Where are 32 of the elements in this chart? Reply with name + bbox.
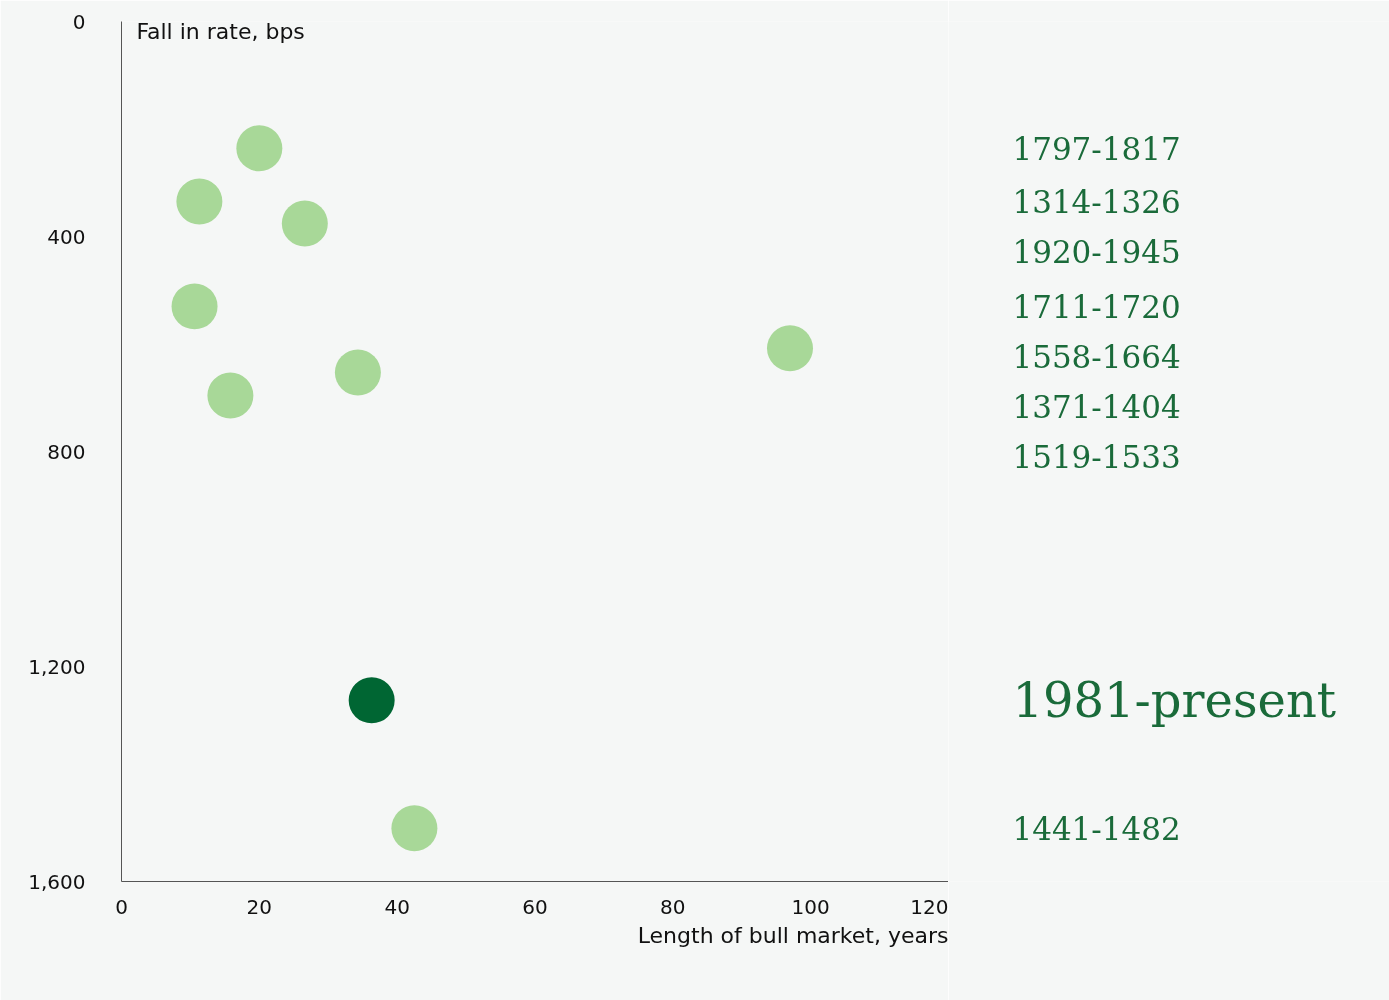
x-tick-label: 60 bbox=[522, 894, 548, 919]
point bbox=[766, 325, 813, 372]
text: 1314-1326 bbox=[1012, 184, 1181, 221]
point bbox=[348, 677, 395, 724]
y-axis-title: Fall in rate, bps bbox=[136, 19, 305, 44]
x-tick-label: 100 bbox=[791, 894, 830, 919]
text: 1920-1945 bbox=[1012, 233, 1181, 270]
text: 1797-1817 bbox=[1012, 130, 1181, 167]
y-tick-label: 0 bbox=[72, 9, 86, 34]
y-tick-label: 1,600 bbox=[28, 869, 86, 894]
point bbox=[334, 349, 381, 396]
point bbox=[176, 178, 223, 225]
point bbox=[281, 200, 328, 247]
text: 1371-1404 bbox=[1012, 388, 1181, 425]
point bbox=[171, 283, 218, 330]
x-tick-label: 80 bbox=[660, 894, 686, 919]
text: 1441-1482 bbox=[1012, 810, 1181, 847]
text: 1711-1720 bbox=[1012, 288, 1181, 325]
x-tick-label: 0 bbox=[115, 894, 128, 919]
point bbox=[391, 805, 438, 852]
x-tick-label: 120 bbox=[910, 894, 949, 919]
x-tick-label: 20 bbox=[246, 894, 273, 919]
y-tick-label: 400 bbox=[47, 224, 86, 249]
y-tick-label: 800 bbox=[47, 439, 86, 464]
x-axis-title: Length of bull market, years bbox=[637, 922, 949, 948]
point bbox=[236, 125, 283, 172]
y-tick-label: 1,200 bbox=[28, 654, 86, 679]
point bbox=[207, 372, 254, 419]
text: 1519-1533 bbox=[1012, 438, 1181, 475]
text: 1558-1664 bbox=[1012, 338, 1181, 375]
text: 1981-present bbox=[1012, 672, 1337, 729]
x-tick-label: 40 bbox=[384, 894, 410, 919]
